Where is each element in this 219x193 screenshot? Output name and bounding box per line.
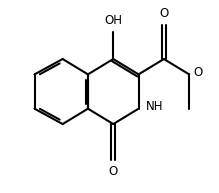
Text: O: O	[159, 7, 168, 20]
Text: OH: OH	[104, 14, 122, 27]
Text: NH: NH	[146, 100, 164, 113]
Text: O: O	[109, 165, 118, 178]
Text: O: O	[194, 66, 203, 79]
